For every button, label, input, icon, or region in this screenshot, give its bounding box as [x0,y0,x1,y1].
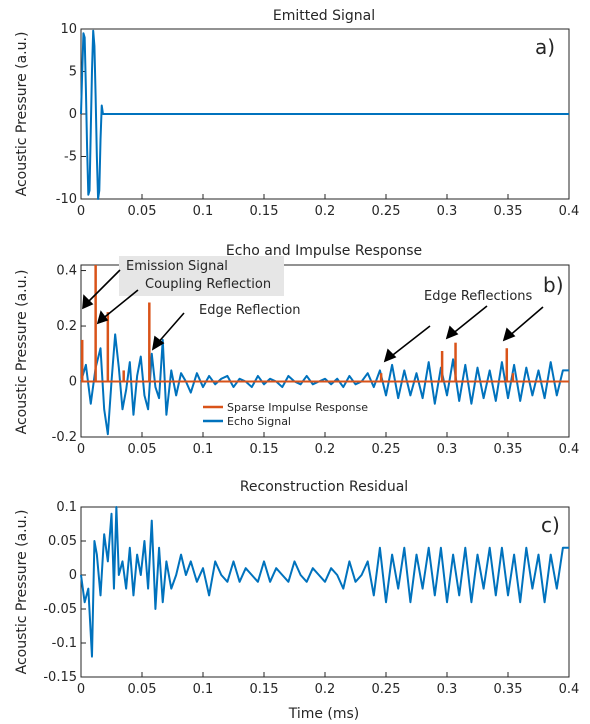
y-tick-label: 0.2 [56,319,77,334]
arrowhead [383,348,397,363]
panel-title: Emitted Signal [273,8,375,24]
y-tick-label: -0.05 [43,602,77,617]
y-tick-label: -0.2 [52,430,77,445]
panel-title: Reconstruction Residual [240,479,408,495]
x-axis-label: Time (ms) [288,706,360,722]
x-tick-label: 0.1 [193,204,214,219]
legend-label-echo: Echo Signal [227,415,291,428]
y-tick-label: 0 [69,107,77,122]
arrow [84,269,121,306]
panel-label: b) [543,273,564,297]
y-tick-label: 10 [60,22,77,37]
arrowhead [151,335,165,351]
y-tick-label: 0 [69,375,77,390]
x-tick-label: 0.25 [372,442,401,457]
x-tick-label: 0.4 [559,442,580,457]
panel-title: Echo and Impulse Response [226,243,422,259]
arrowhead [82,294,94,310]
arrow [155,312,185,346]
annotation-edge: Edge Reflection [199,303,301,318]
y-axis-label: Acoustic Pressure (a.u.) [14,270,30,435]
panel-residual: Reconstruction Residual Acoustic Pressur… [14,479,579,697]
series-layer [80,29,569,200]
x-tick-label: 0.3 [437,204,458,219]
panel-label: c) [541,513,560,537]
y-tick-label: 0.1 [56,500,77,515]
y-tick-label: -0.15 [43,670,77,685]
x-tick-label: 0.25 [372,204,401,219]
y-tick-label: 0.4 [56,264,77,279]
x-tick-label: 0.3 [437,682,458,697]
series-line [80,333,569,436]
arrow [450,305,488,336]
x-tick-label: 0.4 [559,682,580,697]
x-tick-label: 0.35 [494,682,523,697]
annotation-box [119,256,284,296]
arrow [100,289,139,321]
panel-emitted-signal: Emitted Signal Acoustic Pressure (a.u.) … [14,8,579,219]
y-tick-label: -5 [64,150,77,165]
legend-label-impulse: Sparse Impulse Response [227,401,368,414]
x-tick-label: 0.15 [250,682,279,697]
x-tick-label: 0 [77,682,85,697]
x-tick-label: 0.15 [250,204,279,219]
y-tick-label: -0.1 [52,636,77,651]
x-tick-label: 0.3 [437,442,458,457]
y-tick-label: -10 [56,192,77,207]
x-tick-label: 0.05 [128,442,157,457]
x-tick-label: 0 [77,204,85,219]
arrow [388,325,431,359]
x-tick-label: 0.2 [315,442,336,457]
y-axis-label: Acoustic Pressure (a.u.) [14,32,30,197]
series-line [80,29,569,200]
annotation-emission: Emission Signal [126,259,228,274]
y-tick-label: 0 [69,568,77,583]
annotation-edges: Edge Reflections [424,289,533,304]
y-tick-label: 0.05 [48,534,77,549]
x-tick-label: 0.1 [193,682,214,697]
x-tick-label: 0.35 [494,204,523,219]
annotation-arrows [82,269,544,363]
x-tick-label: 0.2 [315,204,336,219]
arrowhead [96,310,109,325]
y-axis-label: Acoustic Pressure (a.u.) [14,510,30,675]
arrow [507,306,544,338]
panel-label: a) [535,35,555,59]
axis-ticks: 0 0.05 0.1 0.15 0.2 0.25 0.3 0.35 0.40.40.20-0.2 [52,264,580,457]
x-tick-label: 0.4 [559,204,580,219]
x-tick-label: 0.25 [372,682,401,697]
x-tick-label: 0.05 [128,204,157,219]
y-tick-label: 5 [69,65,77,80]
axis-ticks: 0 0.05 0.1 0.15 0.2 0.25 0.3 0.35 0.4 10 5 0 -5 -10 [56,22,580,219]
series-layer [80,506,569,658]
x-tick-label: 0.15 [250,442,279,457]
annotation-coupling: Coupling Reflection [145,277,271,292]
x-tick-label: 0.2 [315,682,336,697]
legend: Sparse Impulse Response Echo Signal [203,401,368,428]
x-tick-label: 0.1 [193,442,214,457]
x-tick-label: 0.35 [494,442,523,457]
axis-ticks: 0 0.05 0.1 0.15 0.2 0.25 0.3 0.35 0.40.10.050-0.… [43,500,579,697]
arrowhead [445,325,459,340]
x-tick-label: 0.05 [128,682,157,697]
series-line [80,506,569,658]
panel-echo-impulse: Echo and Impulse Response Acoustic Press… [14,243,579,457]
series-layer [80,265,569,436]
arrowhead [502,327,516,342]
x-tick-label: 0 [77,442,85,457]
